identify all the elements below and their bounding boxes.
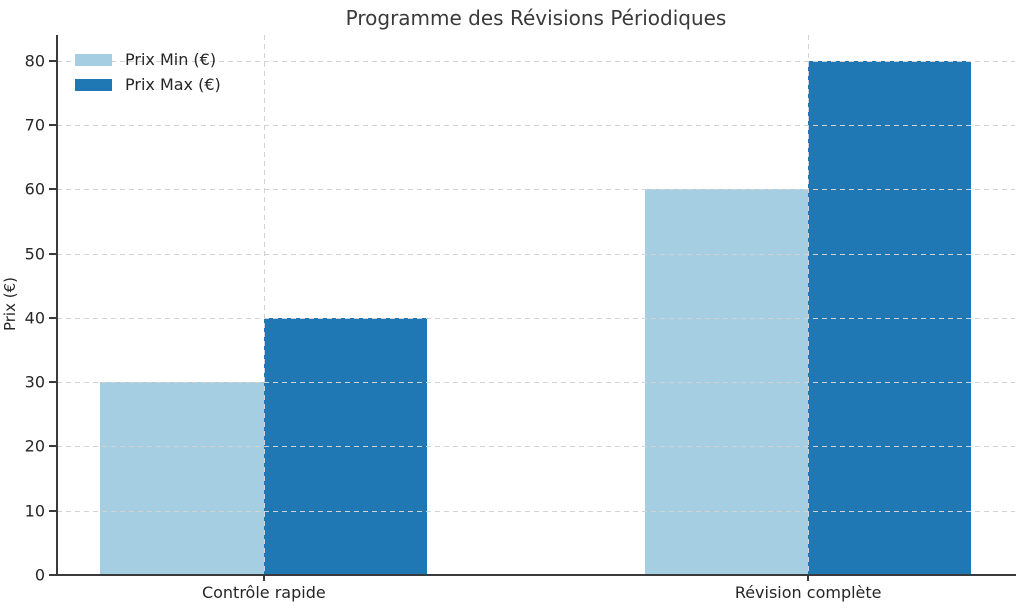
legend-label: Prix Min (€) (125, 50, 217, 69)
horizontal-gridline (57, 382, 1015, 384)
horizontal-gridline (57, 189, 1015, 191)
y-tick-mark (49, 316, 56, 319)
horizontal-gridline (57, 125, 1015, 126)
y-tick-label: 0 (34, 565, 45, 585)
y-axis-label: Prix (€) (1, 277, 19, 332)
y-tick-mark (49, 509, 56, 512)
y-tick-mark (49, 381, 56, 384)
horizontal-gridline (57, 317, 1015, 319)
y-tick-mark (49, 574, 56, 576)
vertical-gridline (808, 35, 810, 575)
legend-label: Prix Max (€) (125, 75, 221, 94)
y-tick-label: 60 (24, 179, 45, 199)
horizontal-gridline (57, 253, 1015, 255)
y-tick-mark (49, 445, 56, 448)
x-axis-spine (56, 574, 1016, 576)
horizontal-gridline (57, 60, 1015, 62)
y-tick-label: 30 (24, 372, 45, 392)
y-tick-label: 40 (24, 308, 45, 328)
legend-row: Prix Max (€) (75, 72, 221, 97)
y-tick-label: 20 (24, 436, 45, 456)
legend-swatch-icon (75, 78, 112, 91)
bar-min-1 (100, 382, 264, 575)
legend-row: Prix Min (€) (75, 47, 221, 72)
horizontal-gridline (57, 510, 1015, 512)
y-tick-mark (49, 124, 56, 126)
y-tick-label: 80 (24, 51, 45, 71)
y-tick-label: 50 (24, 244, 45, 264)
legend-swatch-icon (75, 53, 112, 66)
horizontal-gridline (57, 446, 1015, 448)
plot-area: 0 10 20 30 40 50 60 70 80 Contrôle rapide Révision… (25, 35, 1016, 602)
vertical-gridline (263, 35, 265, 575)
x-tick-mark (262, 576, 265, 581)
x-tick-label: Révision complète (734, 583, 882, 602)
x-tick-label: Contrôle rapide (201, 583, 326, 602)
chart-title: Programme des Révisions Périodiques (345, 6, 727, 30)
y-tick-mark (49, 59, 56, 62)
y-tick-label: 10 (24, 501, 45, 521)
y-tick-mark (49, 252, 56, 255)
x-tick-mark (807, 576, 810, 581)
y-axis-spine (56, 35, 58, 576)
y-tick-mark (49, 188, 56, 191)
y-tick-label: 70 (24, 115, 45, 135)
legend: Prix Min (€) Prix Max (€) (75, 47, 221, 97)
